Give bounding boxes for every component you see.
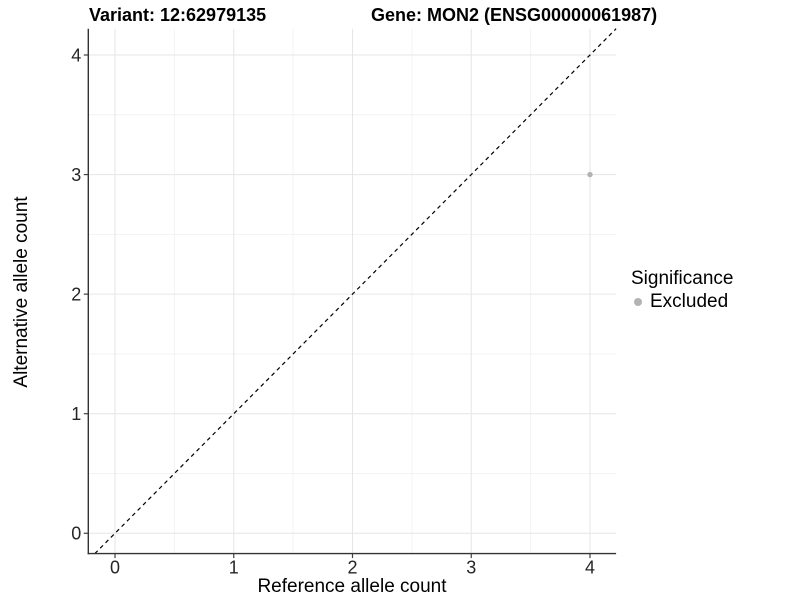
data-points bbox=[587, 171, 593, 178]
legend-item-label: Excluded bbox=[650, 291, 729, 312]
y-tick-label: 4 bbox=[71, 45, 81, 65]
plot-title-gene: Gene: MON2 (ENSG00000061987) bbox=[371, 5, 658, 25]
y-tick-label: 2 bbox=[71, 284, 81, 304]
x-tick-label: 1 bbox=[229, 557, 239, 577]
y-tick-label: 1 bbox=[71, 404, 81, 424]
y-tick-label: 3 bbox=[71, 165, 81, 185]
legend-item-excluded: Excluded bbox=[631, 291, 733, 313]
axis-lines bbox=[87, 28, 617, 555]
x-axis-label: Reference allele count bbox=[257, 576, 447, 597]
data-point bbox=[587, 171, 593, 178]
y-tick-label: 0 bbox=[71, 524, 81, 544]
legend: Significance Excluded bbox=[631, 268, 733, 313]
major-gridlines bbox=[88, 28, 617, 554]
legend-title: Significance bbox=[631, 268, 734, 289]
x-tick-label: 3 bbox=[466, 557, 476, 577]
y-axis-label: Alternative allele count bbox=[11, 196, 32, 388]
plot-title-variant: Variant: 12:62979135 bbox=[89, 5, 267, 25]
x-tick-label: 0 bbox=[110, 557, 120, 577]
legend-key-dot-icon bbox=[634, 298, 642, 306]
identity-reference-line bbox=[94, 28, 617, 555]
axis-tick-labels: 0 1 2 3 4 0 1 2 3 4 bbox=[71, 45, 595, 577]
axis-tick-marks bbox=[83, 54, 591, 559]
x-tick-label: 2 bbox=[347, 557, 357, 577]
x-tick-label: 4 bbox=[585, 557, 595, 577]
